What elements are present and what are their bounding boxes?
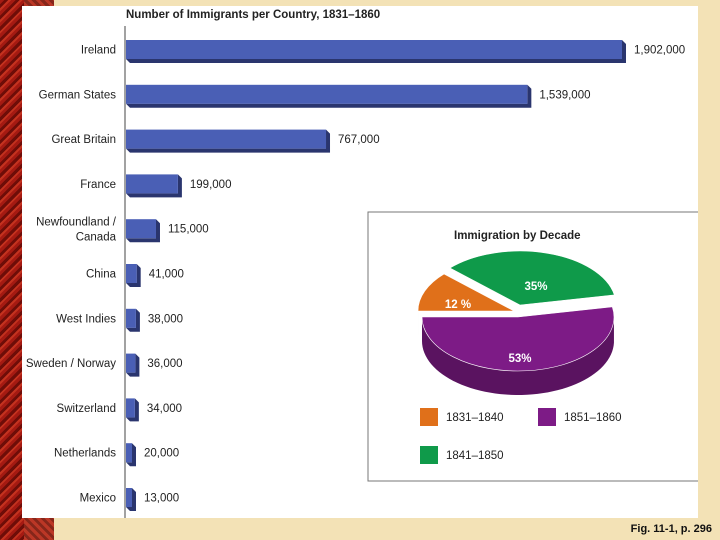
value-label: 20,000 [144,448,179,460]
category-label: Ireland [81,45,116,57]
bar-shadow [126,398,139,422]
pie-slice-label: 53% [508,353,531,365]
pie-chart-title: Immigration by Decade [454,230,581,242]
bar-shadow [126,84,532,108]
legend-label: 1831–1840 [446,412,504,424]
bar-shadow [126,308,140,332]
pie-slice [449,250,615,306]
category-label: Sweden / Norway [26,358,116,370]
category-label: France [80,179,116,191]
bar-chart-bars: Ireland 1,902,000 German States 1,539,000 Gr… [26,40,685,511]
bar [126,398,135,418]
category-label: Netherlands [54,448,116,460]
bar-chart-title: Number of Immigrants per Country, 1831–1… [126,9,380,21]
category-label: Newfoundland / Canada [36,217,117,244]
value-label: 767,000 [338,134,380,146]
legend-swatch [420,446,438,464]
bar-shadow [126,488,136,511]
bar-shadow [126,174,182,198]
category-label: Mexico [80,493,116,505]
figure-svg: Number of Immigrants per Country, 1831–1… [26,9,698,518]
bar [126,353,136,373]
decorative-border [0,0,24,540]
category-label: Switzerland [57,403,116,415]
value-label: 36,000 [147,358,182,370]
category-label: Great Britain [51,134,116,146]
pie-slice-label: 12 % [445,299,471,311]
bar-shadow [126,219,160,243]
pie-slice-side [422,317,614,395]
bar-shadow [126,129,331,153]
value-label: 1,902,000 [634,45,685,57]
value-label: 115,000 [168,224,209,236]
value-label: 1,539,000 [539,89,590,101]
category-label: West Indies [56,313,116,325]
legend-label: 1851–1860 [564,412,622,424]
bar-shadow [126,40,626,63]
category-label: German States [39,89,117,101]
bar [126,84,528,104]
bar [126,219,156,239]
legend-label: 1841–1850 [446,450,504,462]
value-label: 38,000 [148,313,183,325]
bar [126,443,132,463]
bar [126,174,178,194]
legend-swatch [538,408,556,426]
bar-shadow [126,443,136,467]
value-label: 41,000 [149,269,184,281]
pie-slice-label: 35% [524,281,547,293]
bar [126,40,622,59]
bar [126,129,327,149]
bar [126,308,136,328]
pie-slice [417,273,515,312]
pie-chart: 12 % 35% 53% [417,250,615,395]
bar-shadow [126,353,140,377]
figure-panel: Number of Immigrants per Country, 1831–1… [22,6,698,518]
bar [126,488,132,507]
legend-swatch [420,408,438,426]
bar-shadow [126,264,141,287]
pie-slice [421,306,615,372]
value-label: 13,000 [144,493,179,505]
category-label: China [86,269,117,281]
value-label: 199,000 [190,179,232,191]
value-label: 34,000 [147,403,182,415]
pie-legend: 1831–1840 1841–1850 1851–1860 [420,408,622,464]
figure-caption: Fig. 11-1, p. 296 [630,523,712,535]
bar [126,264,137,283]
